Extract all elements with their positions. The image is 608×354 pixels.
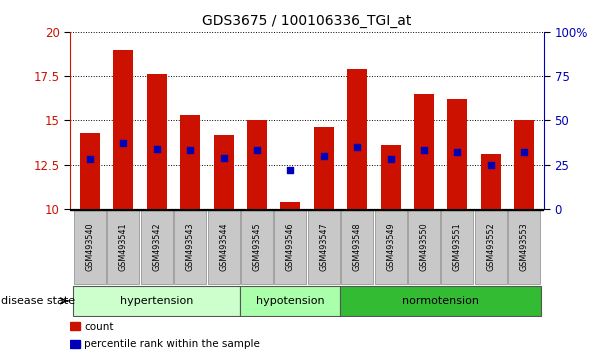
FancyBboxPatch shape (475, 210, 506, 284)
Text: GSM493546: GSM493546 (286, 223, 295, 271)
Point (286, 167, 295, 173)
Bar (113, 50, 133, 209)
Text: percentile rank within the sample: percentile rank within the sample (84, 339, 260, 349)
Bar (147, 74, 167, 209)
Text: GSM493547: GSM493547 (319, 223, 328, 271)
Point (486, 162, 496, 167)
Point (152, 146, 162, 152)
Bar (381, 145, 401, 209)
Text: hypertension: hypertension (120, 296, 193, 306)
Point (219, 155, 229, 160)
Bar (180, 115, 200, 209)
Point (452, 149, 462, 155)
Bar (247, 120, 267, 209)
FancyBboxPatch shape (73, 286, 240, 316)
FancyBboxPatch shape (140, 210, 173, 284)
Text: GSM493552: GSM493552 (486, 223, 496, 271)
Text: count: count (84, 321, 114, 332)
FancyBboxPatch shape (274, 210, 306, 284)
Bar (280, 202, 300, 209)
Text: GSM493548: GSM493548 (353, 223, 362, 271)
Text: GSM493551: GSM493551 (453, 223, 462, 271)
Point (85, 156, 95, 162)
Text: GSM493545: GSM493545 (252, 223, 261, 271)
Point (119, 141, 128, 146)
Bar (70, 340, 80, 348)
Bar (447, 99, 468, 209)
FancyBboxPatch shape (207, 210, 240, 284)
FancyBboxPatch shape (408, 210, 440, 284)
Text: disease state: disease state (1, 296, 75, 306)
Point (385, 156, 395, 162)
FancyBboxPatch shape (308, 210, 340, 284)
FancyBboxPatch shape (240, 286, 340, 316)
Bar (70, 322, 80, 330)
Point (419, 148, 429, 153)
Text: GSM493544: GSM493544 (219, 223, 228, 271)
Title: GDS3675 / 100106336_TGI_at: GDS3675 / 100106336_TGI_at (202, 14, 412, 28)
Bar (514, 120, 534, 209)
FancyBboxPatch shape (74, 210, 106, 284)
FancyBboxPatch shape (340, 286, 541, 316)
Bar (347, 69, 367, 209)
Point (252, 148, 262, 153)
FancyBboxPatch shape (241, 210, 273, 284)
Text: GSM493553: GSM493553 (520, 223, 528, 271)
Text: GSM493541: GSM493541 (119, 223, 128, 271)
FancyBboxPatch shape (174, 210, 206, 284)
Text: GSM493549: GSM493549 (386, 223, 395, 271)
Text: GSM493540: GSM493540 (86, 223, 94, 271)
Bar (314, 127, 334, 209)
Bar (481, 154, 501, 209)
FancyBboxPatch shape (375, 210, 407, 284)
Text: GSM493550: GSM493550 (420, 223, 429, 271)
Bar (80, 133, 100, 209)
FancyBboxPatch shape (508, 210, 540, 284)
Text: GSM493543: GSM493543 (185, 223, 195, 271)
Text: hypotension: hypotension (256, 296, 325, 306)
Point (519, 149, 529, 155)
Text: normotension: normotension (402, 296, 479, 306)
Point (185, 148, 195, 153)
Point (352, 144, 362, 150)
Text: GSM493542: GSM493542 (152, 223, 161, 271)
Point (319, 153, 328, 159)
FancyBboxPatch shape (108, 210, 139, 284)
Bar (213, 135, 233, 209)
FancyBboxPatch shape (441, 210, 474, 284)
FancyBboxPatch shape (341, 210, 373, 284)
Bar (414, 94, 434, 209)
